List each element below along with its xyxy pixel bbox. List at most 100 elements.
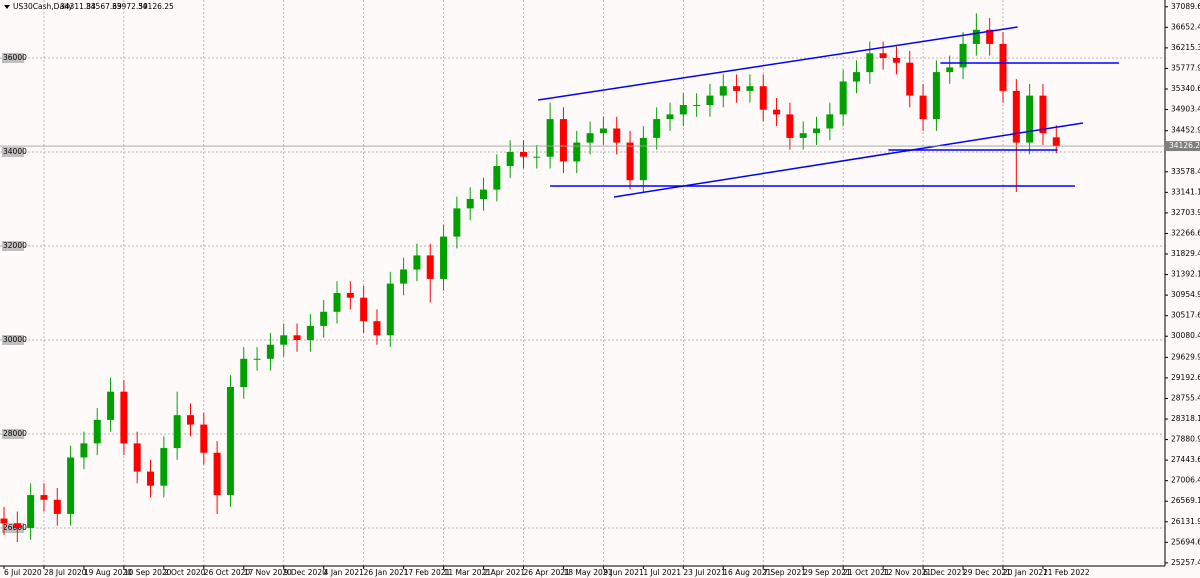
candle-body <box>0 518 8 524</box>
y-tick-label: 28755.40 <box>1171 393 1200 402</box>
candle-body <box>493 166 501 190</box>
candle-body <box>959 43 967 68</box>
candle-body <box>400 269 408 284</box>
price-label: 34126.25 <box>1169 141 1200 150</box>
candle-body <box>653 119 661 138</box>
y-tick-label: 35340.65 <box>1171 84 1200 93</box>
candle-body <box>1052 137 1060 147</box>
candle-body <box>253 358 261 360</box>
candle-body <box>306 325 314 340</box>
x-tick-label: 9 Jun 2021 <box>603 568 644 577</box>
x-tick-label: 1 Jul 2021 <box>643 568 681 577</box>
candle-body <box>733 86 741 91</box>
x-tick-label: 29 Sep 2021 <box>803 568 851 577</box>
candle-body <box>413 255 421 270</box>
y-tick-label: 30954.90 <box>1171 290 1200 299</box>
price-label-box <box>1166 141 1200 152</box>
candle-body <box>80 443 88 458</box>
candle-body <box>53 499 61 514</box>
y-tick-label: 25694.65 <box>1171 537 1200 546</box>
x-tick-label: 29 Dec 2021 <box>963 568 1011 577</box>
x-tick-label: 19 Aug 2020 <box>84 568 132 577</box>
x-tick-label: 6 Dec 2021 <box>923 568 966 577</box>
candle-body <box>293 335 301 340</box>
candle-body <box>813 128 821 134</box>
header-open: 34311.83 <box>60 2 96 11</box>
candle-body <box>919 95 927 120</box>
candle-body <box>266 344 274 359</box>
candle-body <box>679 104 687 115</box>
candle-body <box>320 311 328 326</box>
candle-body <box>440 236 448 279</box>
candle-body <box>466 198 474 209</box>
x-tick-label: 26 Apr 2021 <box>523 568 570 577</box>
candle-body <box>1012 90 1020 143</box>
y-tick-label: 30080.40 <box>1171 331 1200 340</box>
x-tick-label: 12 Nov 2021 <box>883 568 931 577</box>
candle-body <box>906 62 914 96</box>
grid-label-box <box>2 428 24 439</box>
candle-body <box>826 114 834 129</box>
candle-body <box>200 424 208 453</box>
grid-label: 28000 <box>3 429 27 438</box>
candle-body <box>160 448 168 486</box>
x-tick-label: 9 Dec 2020 <box>284 568 327 577</box>
y-tick-label: 36215.33 <box>1171 43 1200 52</box>
candle-body <box>1026 95 1034 143</box>
y-tick-label: 32266.65 <box>1171 228 1200 237</box>
candle-body <box>786 114 794 138</box>
candle-body <box>480 189 488 199</box>
candle-body <box>506 151 514 167</box>
candle-body <box>879 53 887 58</box>
y-tick-label: 25257.40 <box>1171 558 1200 567</box>
x-tick-label: 17 Nov 2020 <box>244 568 292 577</box>
candle-body <box>107 391 115 420</box>
candle-body <box>719 86 727 96</box>
y-tick-label: 29629.90 <box>1171 352 1200 361</box>
candle-body <box>986 29 994 44</box>
y-tick-label: 37089.65 <box>1171 2 1200 11</box>
header-high: 34567.69 <box>86 2 122 11</box>
x-tick-label: 26 Oct 2020 <box>204 568 251 577</box>
plot-area: 260002800030000320003400036000 <box>0 0 1165 566</box>
candle-body <box>1039 95 1047 134</box>
candle-body <box>932 72 940 120</box>
candle-body <box>280 335 288 345</box>
grid-label-box <box>2 240 24 251</box>
candle-body <box>639 137 647 181</box>
x-tick-label: 6 Jul 2020 <box>4 568 42 577</box>
candle-body <box>799 133 807 138</box>
candle-body <box>40 495 48 500</box>
x-tick-label: 18 May 2021 <box>563 568 612 577</box>
x-tick-label: 28 Jul 2020 <box>44 568 87 577</box>
candle-body <box>240 358 248 387</box>
candle-body <box>839 81 847 115</box>
trendline <box>538 26 1018 101</box>
candle-body <box>133 443 141 472</box>
candle-body <box>559 119 567 162</box>
y-tick-label: 34452.90 <box>1171 126 1200 135</box>
x-tick-label: 11 Mar 2021 <box>444 568 492 577</box>
y-tick-label: 31392.15 <box>1171 270 1200 279</box>
y-tick-label: 26131.90 <box>1171 517 1200 526</box>
x-tick-label: 26 Jan 2021 <box>364 568 409 577</box>
x-tick-label: 7 Sep 2021 <box>763 568 806 577</box>
x-tick-label: 10 Sep 2020 <box>124 568 172 577</box>
candle-body <box>746 86 754 91</box>
y-tick-label: 36652.49 <box>1171 22 1200 31</box>
candle-body <box>373 321 381 336</box>
candle-body <box>613 128 621 143</box>
y-tick-label: 33141.15 <box>1171 187 1200 196</box>
symbol-title: US30Cash,Daily <box>13 2 73 11</box>
y-tick-label: 30517.65 <box>1171 311 1200 320</box>
candle-body <box>546 119 554 157</box>
candle-body <box>360 297 368 322</box>
trendline <box>613 122 1084 198</box>
candle-body <box>586 133 594 143</box>
y-tick-label: 27006.40 <box>1171 476 1200 485</box>
y-tick-label: 35777.90 <box>1171 63 1200 72</box>
x-tick-label: 16 Aug 2021 <box>723 568 771 577</box>
